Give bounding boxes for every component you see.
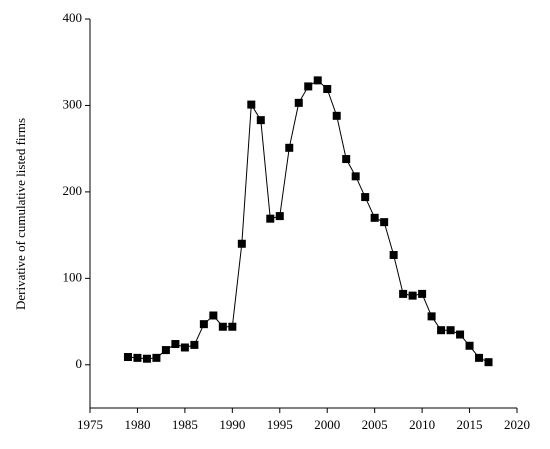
- x-tick-label: 2005: [362, 417, 388, 432]
- data-point: [380, 218, 389, 227]
- x-tick-label: 1985: [172, 417, 198, 432]
- data-point: [218, 322, 227, 331]
- y-tick-label: 300: [63, 96, 83, 111]
- data-point: [304, 82, 313, 91]
- data-point: [313, 76, 322, 85]
- data-point: [199, 320, 208, 329]
- data-point: [209, 311, 218, 320]
- data-point: [427, 312, 436, 321]
- data-point: [351, 172, 360, 181]
- data-point: [475, 353, 484, 362]
- data-point: [342, 155, 351, 164]
- y-tick-label: 0: [76, 356, 83, 371]
- data-point: [465, 341, 474, 350]
- data-point: [171, 340, 180, 349]
- x-tick-label: 1995: [267, 417, 293, 432]
- y-axis-label: Derivative of cumulative listed firms: [13, 118, 28, 310]
- data-point: [370, 213, 379, 222]
- x-tick-label: 1990: [219, 417, 245, 432]
- data-point: [294, 98, 303, 107]
- data-point: [285, 143, 294, 152]
- x-tick-label: 2000: [314, 417, 340, 432]
- data-point: [484, 358, 493, 367]
- data-point: [152, 353, 161, 362]
- data-point: [399, 289, 408, 298]
- data-point: [446, 326, 455, 335]
- data-point: [456, 330, 465, 339]
- data-point: [161, 346, 170, 355]
- x-tick-label: 2015: [457, 417, 483, 432]
- y-tick-label: 200: [63, 183, 83, 198]
- x-tick-label: 2010: [409, 417, 435, 432]
- data-point: [190, 340, 199, 349]
- data-point: [332, 111, 341, 120]
- data-point: [256, 116, 265, 125]
- y-tick-label: 400: [63, 10, 83, 25]
- data-point: [389, 250, 398, 259]
- data-point: [275, 212, 284, 221]
- data-point: [408, 291, 417, 300]
- data-point: [247, 100, 256, 109]
- data-point: [123, 352, 132, 361]
- x-tick-label: 1980: [124, 417, 150, 432]
- data-point: [266, 214, 275, 223]
- data-point: [142, 354, 151, 363]
- data-point: [180, 343, 189, 352]
- data-point: [418, 289, 427, 298]
- data-point: [323, 85, 332, 94]
- data-point: [228, 322, 237, 331]
- data-point: [437, 326, 446, 335]
- data-point: [133, 353, 142, 362]
- x-tick-label: 1975: [77, 417, 103, 432]
- x-tick-label: 2020: [504, 417, 530, 432]
- data-point: [237, 239, 246, 248]
- y-tick-label: 100: [63, 269, 83, 284]
- data-point: [361, 193, 370, 202]
